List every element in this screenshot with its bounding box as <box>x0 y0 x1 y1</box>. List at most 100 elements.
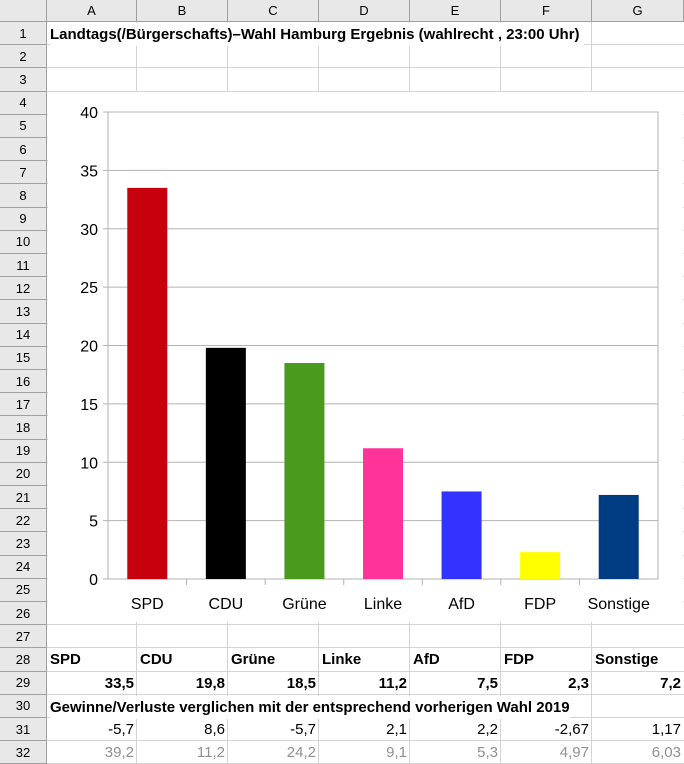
row-gridline <box>47 67 684 69</box>
row-header-31[interactable]: 31 <box>0 718 47 742</box>
row-header-19[interactable]: 19 <box>0 439 47 463</box>
row-header-6[interactable]: 6 <box>0 138 47 162</box>
y-tick-label: 40 <box>80 105 98 122</box>
cell-d28[interactable]: Linke <box>322 651 362 669</box>
row-header-3[interactable]: 3 <box>0 68 47 92</box>
cell-e31[interactable]: 2,2 <box>477 721 498 738</box>
cell-f28[interactable]: FDP <box>504 651 534 669</box>
y-tick-label: 30 <box>80 222 98 239</box>
cell-g28[interactable]: Sonstige <box>595 651 659 669</box>
x-tick-label: CDU <box>209 596 244 613</box>
row-header-20[interactable]: 20 <box>0 462 47 486</box>
y-tick-label: 5 <box>89 514 98 531</box>
y-tick-label: 15 <box>80 397 98 414</box>
bar-afd <box>441 491 482 579</box>
row-header-4[interactable]: 4 <box>0 91 47 115</box>
bar-grüne <box>284 363 325 579</box>
row-header-27[interactable]: 27 <box>0 625 47 649</box>
cell-b31[interactable]: 8,6 <box>204 721 225 738</box>
cell-a29[interactable]: 33,5 <box>104 674 134 692</box>
row-header-13[interactable]: 13 <box>0 300 47 324</box>
row-gridline <box>47 670 684 672</box>
column-header-b[interactable]: B <box>137 0 228 22</box>
select-all-corner[interactable] <box>0 0 47 22</box>
row-gridline <box>47 693 684 695</box>
row-header-16[interactable]: 16 <box>0 370 47 394</box>
y-tick-label: 25 <box>80 280 98 297</box>
x-tick-label: SPD <box>131 596 164 613</box>
row-header-1[interactable]: 1 <box>0 22 47 46</box>
row-gridline <box>47 740 684 742</box>
row-header-22[interactable]: 22 <box>0 509 47 533</box>
row-header-5[interactable]: 5 <box>0 114 47 138</box>
row-header-17[interactable]: 17 <box>0 393 47 417</box>
cell-d29[interactable]: 11,2 <box>378 674 407 692</box>
row-header-10[interactable]: 10 <box>0 230 47 254</box>
chart-svg: 0 5 10 15 20 25 30 35 40 SPD CDU Grüne Linke AfD FDP So… <box>80 105 659 613</box>
column-header-e[interactable]: E <box>410 0 501 22</box>
cell-e28[interactable]: AfD <box>413 651 440 669</box>
cell-g32[interactable]: 6,03 <box>651 744 681 762</box>
x-tick-label: Grüne <box>282 596 327 613</box>
cell-b32[interactable]: 11,2 <box>196 744 225 762</box>
gains-losses-note[interactable]: Gewinne/Verluste verglichen mit der ents… <box>50 696 570 719</box>
y-tick-label: 10 <box>80 455 98 472</box>
row-header-12[interactable]: 12 <box>0 277 47 301</box>
row-header-7[interactable]: 7 <box>0 161 47 185</box>
row-gridline <box>47 647 684 649</box>
cell-e29[interactable]: 7,5 <box>477 674 498 692</box>
cell-f29[interactable]: 2,3 <box>568 674 589 692</box>
row-gridline <box>47 90 684 92</box>
row-header-30[interactable]: 30 <box>0 694 47 718</box>
cell-g29[interactable]: 7,2 <box>660 674 681 692</box>
y-tick-label: 0 <box>89 572 98 589</box>
row-header-21[interactable]: 21 <box>0 486 47 510</box>
cell-a32[interactable]: 39,2 <box>104 744 134 762</box>
row-header-28[interactable]: 28 <box>0 648 47 672</box>
row-header-25[interactable]: 25 <box>0 578 47 602</box>
row-header-32[interactable]: 32 <box>0 741 47 764</box>
bar-spd <box>127 187 168 579</box>
column-header-d[interactable]: D <box>319 0 410 22</box>
column-header-g[interactable]: G <box>592 0 684 22</box>
y-tick-label: 35 <box>80 163 98 180</box>
bar-chart[interactable]: 0 5 10 15 20 25 30 35 40 SPD CDU Grüne Linke AfD FDP So… <box>48 92 683 622</box>
row-header-2[interactable]: 2 <box>0 45 47 69</box>
cell-a31[interactable]: -5,7 <box>108 721 134 738</box>
cell-c32[interactable]: 24,2 <box>286 744 316 762</box>
cell-e32[interactable]: 5,3 <box>477 744 498 762</box>
y-tick-label: 20 <box>80 339 98 356</box>
cell-c28[interactable]: Grüne <box>231 651 276 669</box>
cell-c29[interactable]: 18,5 <box>286 674 316 692</box>
column-header-c[interactable]: C <box>228 0 319 22</box>
column-header-f[interactable]: F <box>501 0 592 22</box>
cell-d32[interactable]: 9,1 <box>386 744 407 762</box>
cell-d31[interactable]: 2,1 <box>386 721 407 738</box>
x-tick-label: FDP <box>524 596 556 613</box>
cell-g31[interactable]: 1,17 <box>651 721 681 738</box>
row-header-18[interactable]: 18 <box>0 416 47 440</box>
row-header-26[interactable]: 26 <box>0 602 47 626</box>
row-header-14[interactable]: 14 <box>0 323 47 347</box>
row-header-11[interactable]: 11 <box>0 254 47 278</box>
cell-b29[interactable]: 19,8 <box>195 674 225 692</box>
row-header-24[interactable]: 24 <box>0 555 47 579</box>
row-header-23[interactable]: 23 <box>0 532 47 556</box>
column-header-a[interactable]: A <box>47 0 137 22</box>
row-header-15[interactable]: 15 <box>0 346 47 370</box>
bar-cdu <box>205 347 246 579</box>
row-header-9[interactable]: 9 <box>0 207 47 231</box>
cell-f31[interactable]: -2,67 <box>554 721 589 738</box>
x-tick-label: AfD <box>448 596 475 613</box>
cell-f32[interactable]: 4,97 <box>559 744 589 762</box>
cell-c31[interactable]: -5,7 <box>290 721 316 738</box>
sheet-title-cell[interactable]: Landtags(/Bürgerschafts)–Wahl Hamburg Er… <box>50 23 584 46</box>
cell-a28[interactable]: SPD <box>50 651 81 669</box>
bar-fdp <box>520 552 561 579</box>
row-header-29[interactable]: 29 <box>0 671 47 695</box>
x-tick-label: Sonstige <box>588 596 650 613</box>
bar-linke <box>363 448 403 579</box>
cell-b28[interactable]: CDU <box>140 651 173 669</box>
row-header-8[interactable]: 8 <box>0 184 47 208</box>
